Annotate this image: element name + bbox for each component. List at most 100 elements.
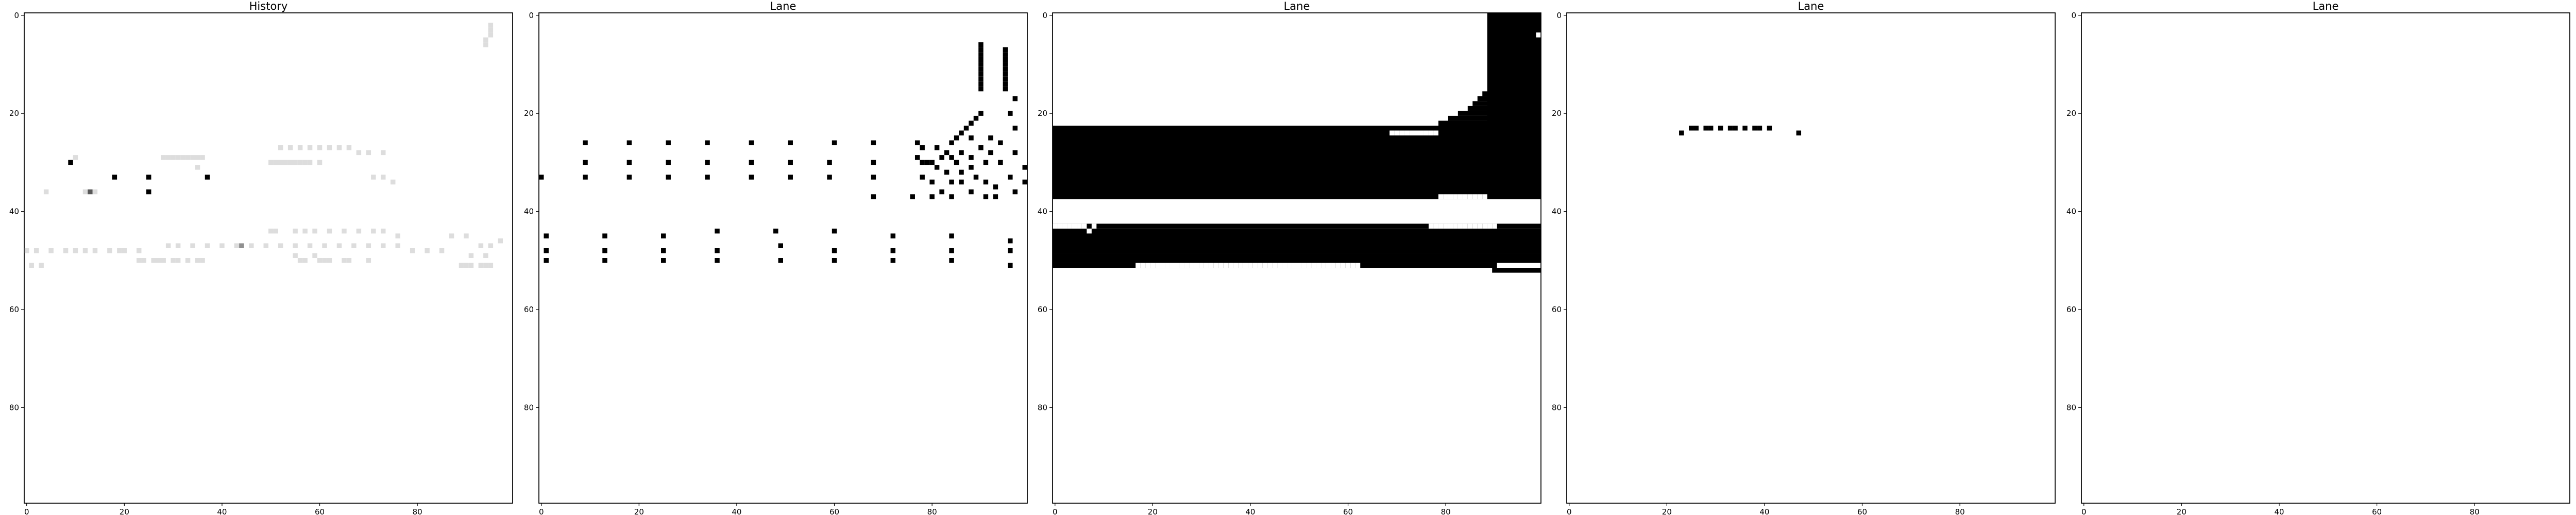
heatmap-cell (366, 258, 371, 263)
heatmap-cell (973, 175, 979, 180)
heatmap-cell (302, 160, 308, 165)
heatmap-cell (920, 175, 925, 180)
heatmap-cell (910, 194, 915, 199)
x-tick-label: 40 (1245, 507, 1255, 515)
heatmap-cell (293, 243, 298, 248)
heatmap-cell-empty (1136, 263, 1141, 268)
y-tick-label: 80 (1552, 403, 1562, 412)
heatmap-cell-empty (1258, 263, 1263, 268)
x-tick-label: 0 (539, 507, 544, 515)
heatmap-cell (1003, 62, 1008, 67)
plot-area (2081, 12, 2570, 504)
heatmap-cell (890, 248, 896, 253)
heatmap-cell (539, 175, 544, 180)
heatmap-cell (969, 121, 974, 126)
heatmap-cell (410, 248, 415, 253)
heatmap-cell (661, 248, 666, 253)
heatmap-cell (959, 130, 964, 135)
heatmap-cell (195, 155, 200, 160)
heatmap-cell (832, 228, 837, 234)
heatmap-cell (395, 243, 400, 248)
x-tick-label: 80 (1441, 507, 1451, 515)
y-tick-label: 20 (1552, 109, 1562, 118)
heatmap-cell (1796, 130, 1802, 135)
heatmap-cell (1012, 150, 1018, 156)
heatmap-cell (666, 140, 671, 146)
x-tick-label: 60 (1857, 507, 1867, 515)
plot-frame (538, 12, 1028, 504)
heatmap-cell (483, 263, 488, 268)
heatmap-cell-empty (1165, 263, 1170, 268)
heatmap-cell (973, 115, 979, 121)
y-tick-label: 40 (2066, 207, 2076, 216)
heatmap-cell (82, 248, 88, 253)
heatmap-cell (425, 248, 430, 253)
heatmap-cell (122, 248, 127, 253)
heatmap-cell (993, 184, 998, 190)
heatmap-cell (293, 160, 298, 165)
heatmap-cell-empty (1321, 263, 1326, 268)
heatmap-cell (381, 228, 386, 234)
heatmap-cell (988, 135, 993, 141)
heatmap-cell-empty (1463, 194, 1468, 199)
heatmap-cell-empty (1199, 263, 1204, 268)
heatmap-cell (161, 155, 166, 160)
heatmap-cell (954, 160, 959, 165)
heatmap-cell (978, 57, 984, 62)
y-tick-label: 40 (9, 207, 19, 216)
heatmap-cell-empty (1458, 194, 1463, 199)
x-tick-label: 40 (732, 507, 741, 515)
heatmap-cell (544, 233, 549, 238)
panel-title: Lane (1284, 0, 1310, 12)
heatmap-cell (283, 160, 288, 165)
heatmap-cell (978, 76, 984, 82)
x-tick-label: 40 (2274, 507, 2284, 515)
heatmap-cell (88, 189, 93, 195)
heatmap-cell (939, 155, 944, 160)
heatmap-cell (1689, 125, 1694, 131)
heatmap-cell (705, 140, 710, 146)
y-tick-label: 40 (1552, 207, 1562, 216)
heatmap-cell-empty (1087, 228, 1092, 234)
heatmap-cell (190, 243, 195, 248)
heatmap-cell (1718, 125, 1723, 131)
heatmap-cell (998, 140, 1003, 146)
x-tick-label: 20 (634, 507, 644, 515)
heatmap-cell (944, 169, 950, 175)
heatmap-cell (488, 243, 494, 248)
y-tick-label: 80 (524, 403, 534, 412)
heatmap-cell-empty (1472, 194, 1478, 199)
heatmap-cell-empty (1053, 224, 1058, 229)
heatmap-cell (307, 145, 313, 150)
heatmap-cell-empty (1331, 263, 1336, 268)
heatmap-cell (788, 160, 793, 165)
x-tick-label: 20 (1662, 507, 1672, 515)
heatmap-cell (371, 175, 376, 180)
heatmap-cell (327, 145, 332, 150)
heatmap-band (1053, 253, 1541, 258)
heatmap-band (1482, 91, 1541, 96)
y-tick-label: 0 (1556, 11, 1562, 20)
heatmap-cell-empty (1428, 224, 1434, 229)
heatmap-cell (459, 263, 464, 268)
heatmap-cell (498, 238, 503, 244)
heatmap-cell (488, 27, 494, 33)
heatmap-cell (92, 189, 98, 195)
heatmap-cell (205, 243, 210, 248)
heatmap-cell (1708, 125, 1714, 131)
heatmap-cell (322, 258, 327, 263)
heatmap-cell (983, 194, 989, 199)
heatmap-cell (929, 179, 935, 185)
heatmap-cell-empty (1311, 263, 1316, 268)
heatmap-cell-empty (1091, 224, 1097, 229)
heatmap-cell (827, 175, 832, 180)
heatmap-cell (1008, 263, 1013, 268)
y-tick-label: 60 (524, 305, 534, 314)
heatmap-cell (141, 258, 146, 263)
plot-area (1566, 12, 2056, 504)
heatmap-cell (336, 243, 342, 248)
heatmap-cell (48, 248, 54, 253)
heatmap-cell (949, 179, 954, 185)
y-tick-label: 0 (529, 11, 534, 20)
heatmap-cell (317, 160, 323, 165)
